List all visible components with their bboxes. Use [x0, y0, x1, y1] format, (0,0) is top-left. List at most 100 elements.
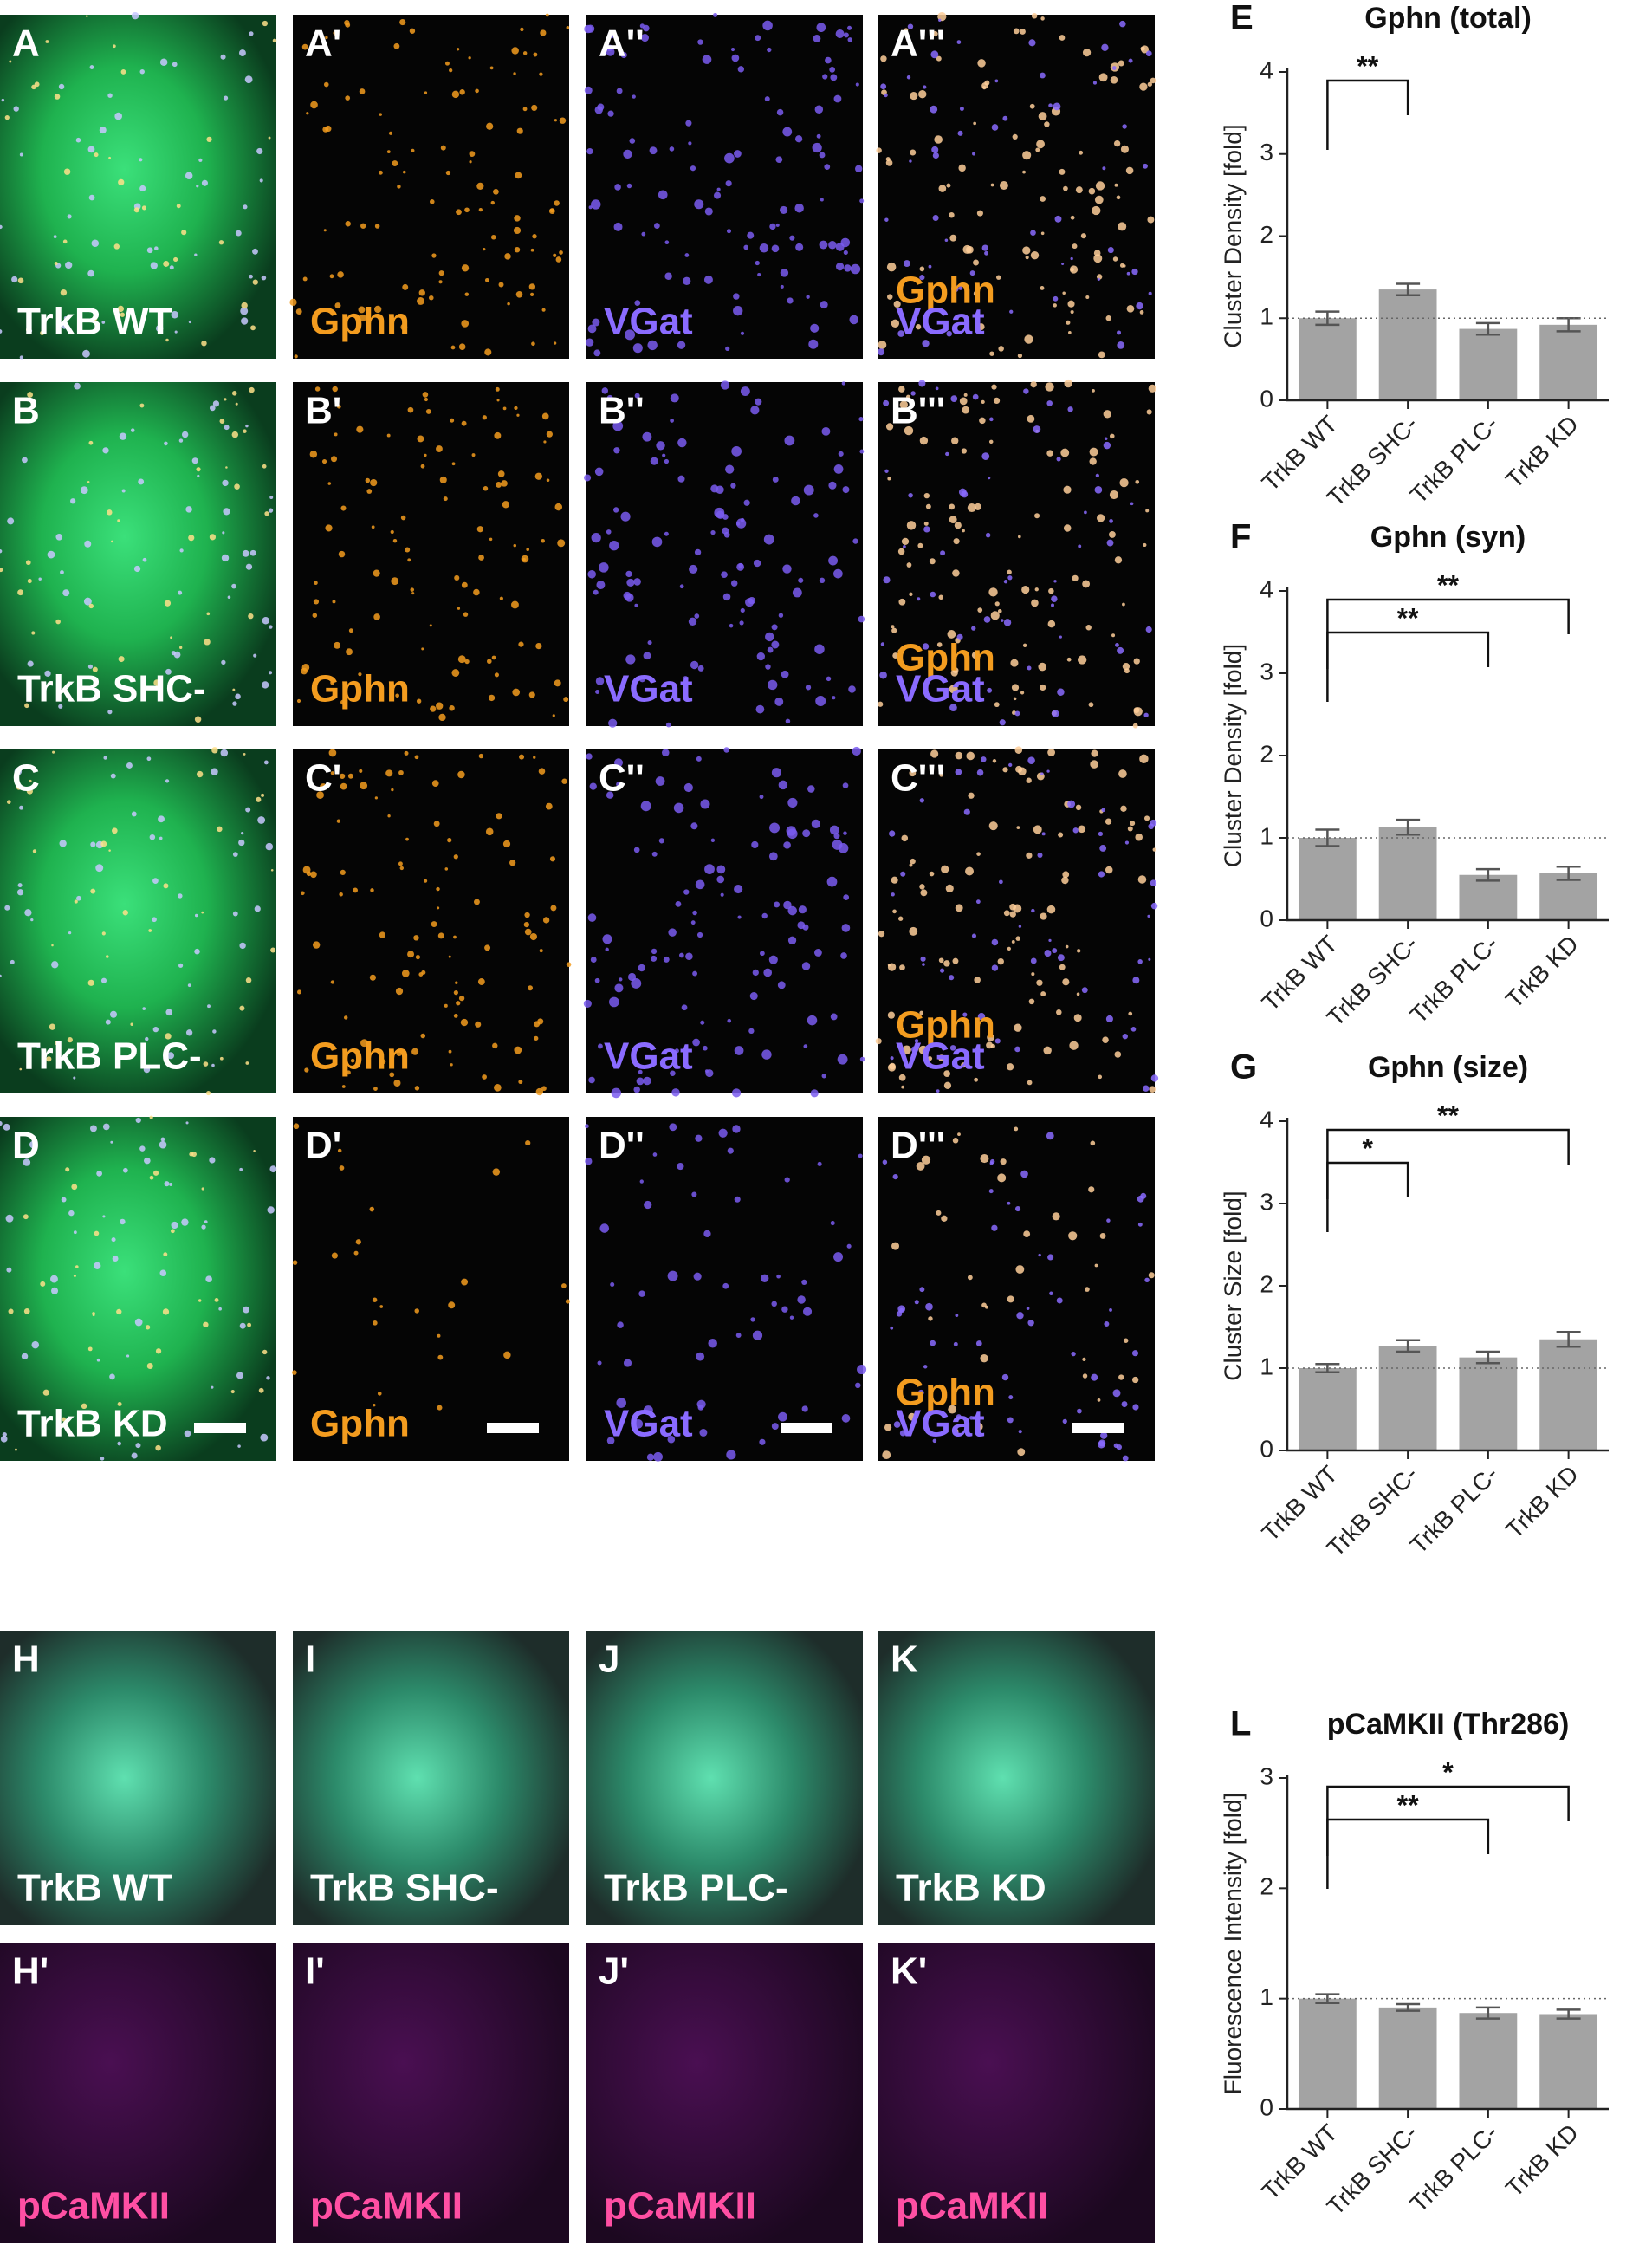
- speckle: [1126, 271, 1130, 276]
- channel-label: VGat: [604, 1035, 693, 1078]
- speckle: [1109, 433, 1115, 439]
- speckle: [904, 28, 909, 33]
- speckle: [829, 825, 839, 835]
- speckle: [340, 505, 347, 511]
- speckle: [502, 840, 511, 848]
- error-bar: [1396, 2002, 1421, 2012]
- speckle: [730, 483, 736, 489]
- speckle: [130, 428, 135, 432]
- x-tick-label: TrkB KD: [1500, 1461, 1584, 1544]
- speckle: [929, 558, 936, 565]
- speckle: [310, 871, 317, 879]
- speckle: [1047, 1254, 1054, 1261]
- speckle: [404, 750, 409, 756]
- panel-letter: D'': [599, 1125, 645, 1167]
- speckle: [918, 380, 926, 387]
- speckle: [1101, 43, 1109, 51]
- speckle: [671, 1088, 680, 1097]
- speckle: [892, 652, 899, 659]
- speckle: [1094, 485, 1103, 494]
- speckle: [1033, 825, 1042, 834]
- error-bar: [1396, 818, 1421, 836]
- speckle: [1152, 847, 1156, 852]
- speckle: [74, 382, 81, 390]
- speckle: [922, 340, 930, 347]
- speckle: [923, 526, 930, 533]
- speckle: [392, 160, 398, 166]
- speckle: [635, 676, 639, 681]
- speckle: [504, 253, 511, 260]
- speckle: [945, 451, 949, 457]
- y-axis-label: Cluster Density [fold]: [1219, 124, 1246, 347]
- speckle: [458, 343, 466, 351]
- speckle: [802, 829, 811, 838]
- speckle: [51, 944, 54, 947]
- speckle: [179, 548, 184, 553]
- x-tick-label: TrkB PLC-: [1405, 2119, 1504, 2218]
- speckle: [893, 300, 901, 308]
- speckle: [1150, 1074, 1159, 1082]
- speckle: [179, 675, 185, 680]
- speckle: [359, 769, 363, 773]
- speckle: [314, 386, 321, 392]
- speckle: [1105, 866, 1113, 874]
- speckle: [451, 462, 456, 466]
- speckle: [1057, 688, 1065, 697]
- speckle: [1022, 151, 1032, 160]
- speckle: [496, 399, 500, 402]
- speckle: [416, 698, 422, 704]
- speckle: [587, 324, 597, 334]
- speckle: [843, 831, 847, 835]
- speckle: [1091, 749, 1098, 757]
- speckle: [885, 159, 893, 166]
- speckle: [245, 977, 252, 983]
- speckle: [730, 47, 735, 52]
- y-tick-label: 2: [1260, 740, 1273, 767]
- speckle: [962, 406, 970, 414]
- x-tick-label: TrkB PLC-: [1405, 411, 1504, 509]
- speckle: [211, 768, 218, 775]
- speckle: [73, 1230, 77, 1235]
- channel-label: Gphn: [896, 1372, 995, 1414]
- speckle: [1145, 509, 1150, 513]
- speckle: [811, 819, 821, 829]
- speckle: [417, 297, 424, 305]
- speckle: [1047, 749, 1056, 756]
- speckle: [841, 924, 851, 932]
- speckle: [204, 1220, 208, 1224]
- speckle: [207, 1004, 211, 1009]
- speckle: [483, 248, 486, 251]
- speckle: [502, 406, 507, 411]
- speckle: [478, 555, 484, 561]
- speckle: [191, 1152, 197, 1158]
- speckle: [919, 884, 925, 890]
- speckle: [340, 869, 346, 875]
- speckle: [396, 1050, 403, 1057]
- speckle: [1027, 756, 1035, 764]
- speckle: [814, 105, 824, 114]
- speckle: [918, 1045, 928, 1054]
- speckle: [1051, 595, 1058, 602]
- speckle: [19, 1067, 23, 1071]
- speckle: [540, 29, 547, 36]
- speckle: [38, 577, 42, 581]
- speckle: [437, 1405, 443, 1411]
- speckle: [139, 158, 143, 162]
- speckle: [369, 1206, 375, 1212]
- speckle: [1121, 1401, 1128, 1408]
- speckle: [107, 710, 113, 715]
- speckle: [682, 676, 689, 682]
- speckle: [761, 1049, 772, 1060]
- speckle: [955, 751, 963, 760]
- speckle: [641, 231, 646, 237]
- channel-label: pCaMKII: [896, 2185, 1048, 2228]
- speckle: [269, 1165, 277, 1173]
- speckle: [994, 79, 999, 83]
- speckle: [632, 343, 643, 354]
- speckle: [1090, 760, 1098, 769]
- speckle: [803, 484, 814, 496]
- speckle: [270, 947, 276, 953]
- speckle: [740, 386, 750, 397]
- speckle: [254, 905, 261, 912]
- speckle: [414, 1086, 420, 1091]
